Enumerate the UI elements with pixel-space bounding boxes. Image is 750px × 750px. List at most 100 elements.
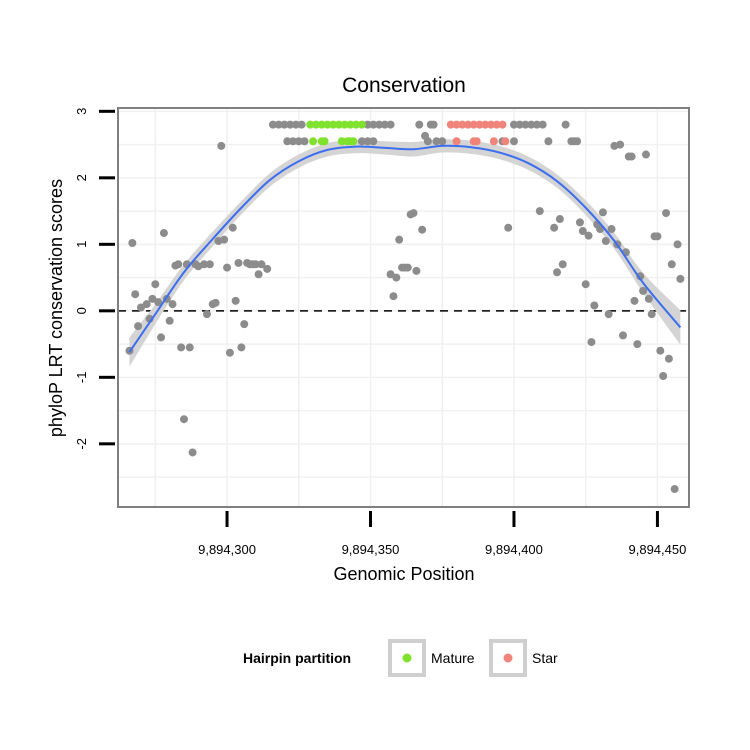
data-point-other (392, 273, 401, 282)
legend-label-star: Star (532, 650, 558, 666)
data-point-other (521, 120, 530, 129)
data-point-other (423, 137, 432, 146)
data-point-other (179, 415, 188, 424)
data-point-star (472, 137, 481, 146)
data-point-other (200, 260, 209, 269)
data-point-other (165, 316, 174, 325)
data-point-other (157, 333, 166, 342)
legend-key-marker (503, 653, 513, 663)
data-point-mature (309, 137, 318, 146)
data-point-other (251, 260, 260, 269)
data-point-other (504, 223, 513, 232)
data-point-other (509, 120, 518, 129)
data-point-other (375, 120, 384, 129)
data-point-mature (346, 120, 355, 129)
data-point-other (412, 266, 421, 275)
data-point-other (228, 223, 237, 232)
series-star (446, 120, 510, 146)
data-point-mature (352, 120, 361, 129)
data-point-other (544, 137, 553, 146)
data-point-other (205, 260, 214, 269)
data-point-mature (349, 137, 358, 146)
data-point-star (492, 120, 501, 129)
data-point-other (151, 280, 160, 289)
legend: Hairpin partition Mature Star (243, 639, 558, 677)
data-point-other (131, 290, 140, 299)
data-point-other (561, 120, 570, 129)
data-point-other (254, 270, 263, 279)
data-point-other (662, 209, 671, 218)
data-point-other (240, 320, 249, 329)
legend-key-mature (388, 639, 426, 677)
data-point-mature (334, 120, 343, 129)
data-point-star (464, 120, 473, 129)
data-point-other (177, 343, 186, 352)
data-point-other (438, 137, 447, 146)
data-point-other (168, 300, 177, 309)
data-point-other (294, 137, 303, 146)
data-point-other (202, 310, 211, 319)
data-point-star (458, 120, 467, 129)
data-point-other (380, 120, 389, 129)
data-point-other (578, 227, 587, 236)
data-point-other (636, 272, 645, 281)
data-point-other (616, 140, 625, 149)
data-point-other (297, 120, 306, 129)
data-point-other (274, 120, 283, 129)
data-point-other (641, 150, 650, 159)
data-point-other (647, 310, 656, 319)
data-point-other (575, 218, 584, 227)
data-point-other (300, 137, 309, 146)
data-point-other (280, 120, 289, 129)
data-point-star (452, 120, 461, 129)
data-point-other (389, 292, 398, 301)
y-tick-label: 2 (74, 174, 89, 181)
legend-key-star (489, 639, 527, 677)
data-point-other (598, 208, 607, 217)
x-tick-label: 9,894,300 (198, 542, 256, 557)
data-point-mature (340, 120, 349, 129)
data-point-other (607, 225, 616, 234)
data-point-other (584, 231, 593, 240)
data-point-other (667, 260, 676, 269)
data-point-star (446, 120, 455, 129)
data-point-other (415, 120, 424, 129)
y-tick-label: 1 (74, 241, 89, 248)
data-point-other (223, 263, 232, 272)
data-point-mature (311, 120, 320, 129)
data-point-other (527, 120, 536, 129)
data-point-star (452, 137, 461, 146)
plot-panel (117, 107, 690, 508)
data-point-other (257, 260, 266, 269)
data-point-star (481, 120, 490, 129)
data-point-other (535, 207, 544, 216)
data-point-other (357, 137, 366, 146)
data-point-other (627, 152, 636, 161)
data-point-star (498, 120, 507, 129)
data-point-other (289, 137, 298, 146)
data-point-other (587, 338, 596, 347)
data-point-other (644, 294, 653, 303)
data-point-other (656, 346, 665, 355)
y-tick-label: 3 (74, 108, 89, 115)
data-point-other (128, 238, 137, 247)
data-point-other (581, 280, 590, 289)
data-point-other (676, 274, 685, 283)
data-point-other (369, 120, 378, 129)
data-point-other (263, 264, 272, 273)
legend-key-box (489, 639, 527, 677)
data-point-other (604, 310, 613, 319)
data-point-other (538, 120, 547, 129)
data-point-other (653, 232, 662, 241)
legend-label-mature: Mature (431, 650, 475, 666)
data-point-other (553, 268, 562, 277)
data-point-other (154, 298, 163, 307)
data-point-other (429, 120, 438, 129)
panel-border (117, 107, 690, 508)
data-point-star (487, 120, 496, 129)
data-point-other (630, 296, 639, 305)
series-other (125, 120, 685, 494)
x-tick-label: 9,894,400 (485, 542, 543, 557)
data-point-other (619, 331, 628, 340)
